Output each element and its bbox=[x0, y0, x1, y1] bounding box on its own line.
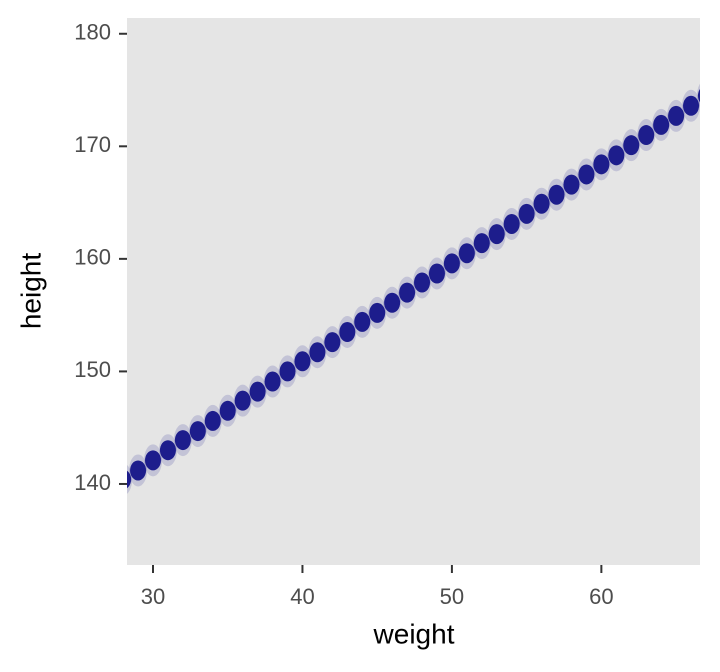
point bbox=[234, 390, 251, 411]
point bbox=[324, 332, 341, 353]
y-tick-label: 160 bbox=[74, 245, 111, 270]
x-axis-title: weight bbox=[373, 618, 455, 649]
point bbox=[533, 193, 550, 214]
y-tick-label: 150 bbox=[74, 357, 111, 382]
point bbox=[668, 105, 685, 126]
point bbox=[145, 450, 162, 471]
point bbox=[473, 233, 490, 254]
point bbox=[189, 421, 206, 442]
point bbox=[697, 89, 700, 103]
point bbox=[488, 224, 505, 245]
point bbox=[503, 213, 520, 234]
point bbox=[593, 154, 610, 175]
point bbox=[653, 114, 670, 135]
y-axis-title: height bbox=[15, 253, 46, 330]
y-tick-label: 170 bbox=[74, 132, 111, 157]
point bbox=[563, 174, 580, 195]
points bbox=[127, 83, 700, 494]
x-tick-label: 30 bbox=[141, 584, 165, 609]
point bbox=[264, 371, 281, 392]
point bbox=[608, 145, 625, 166]
point bbox=[204, 410, 221, 431]
point bbox=[159, 440, 176, 461]
point bbox=[369, 302, 386, 323]
y-tick-label: 180 bbox=[74, 20, 111, 45]
point bbox=[249, 381, 266, 402]
point bbox=[443, 253, 460, 274]
x-tick-label: 40 bbox=[290, 584, 314, 609]
point bbox=[548, 184, 565, 205]
x-tick-label: 60 bbox=[589, 584, 613, 609]
point bbox=[354, 311, 371, 332]
point bbox=[428, 263, 445, 284]
point bbox=[294, 351, 311, 372]
point bbox=[279, 361, 296, 382]
point bbox=[339, 322, 356, 343]
point bbox=[414, 272, 431, 293]
point bbox=[174, 430, 191, 451]
y-tick-label: 140 bbox=[74, 470, 111, 495]
x-tick-label: 50 bbox=[440, 584, 464, 609]
point bbox=[127, 470, 132, 489]
point bbox=[623, 135, 640, 156]
point bbox=[130, 460, 147, 481]
point bbox=[458, 243, 475, 264]
point bbox=[399, 282, 416, 303]
point bbox=[578, 164, 595, 185]
point bbox=[683, 95, 700, 116]
point bbox=[638, 125, 655, 146]
point bbox=[384, 292, 401, 313]
point bbox=[518, 203, 535, 224]
point bbox=[219, 400, 236, 421]
point bbox=[309, 342, 326, 363]
